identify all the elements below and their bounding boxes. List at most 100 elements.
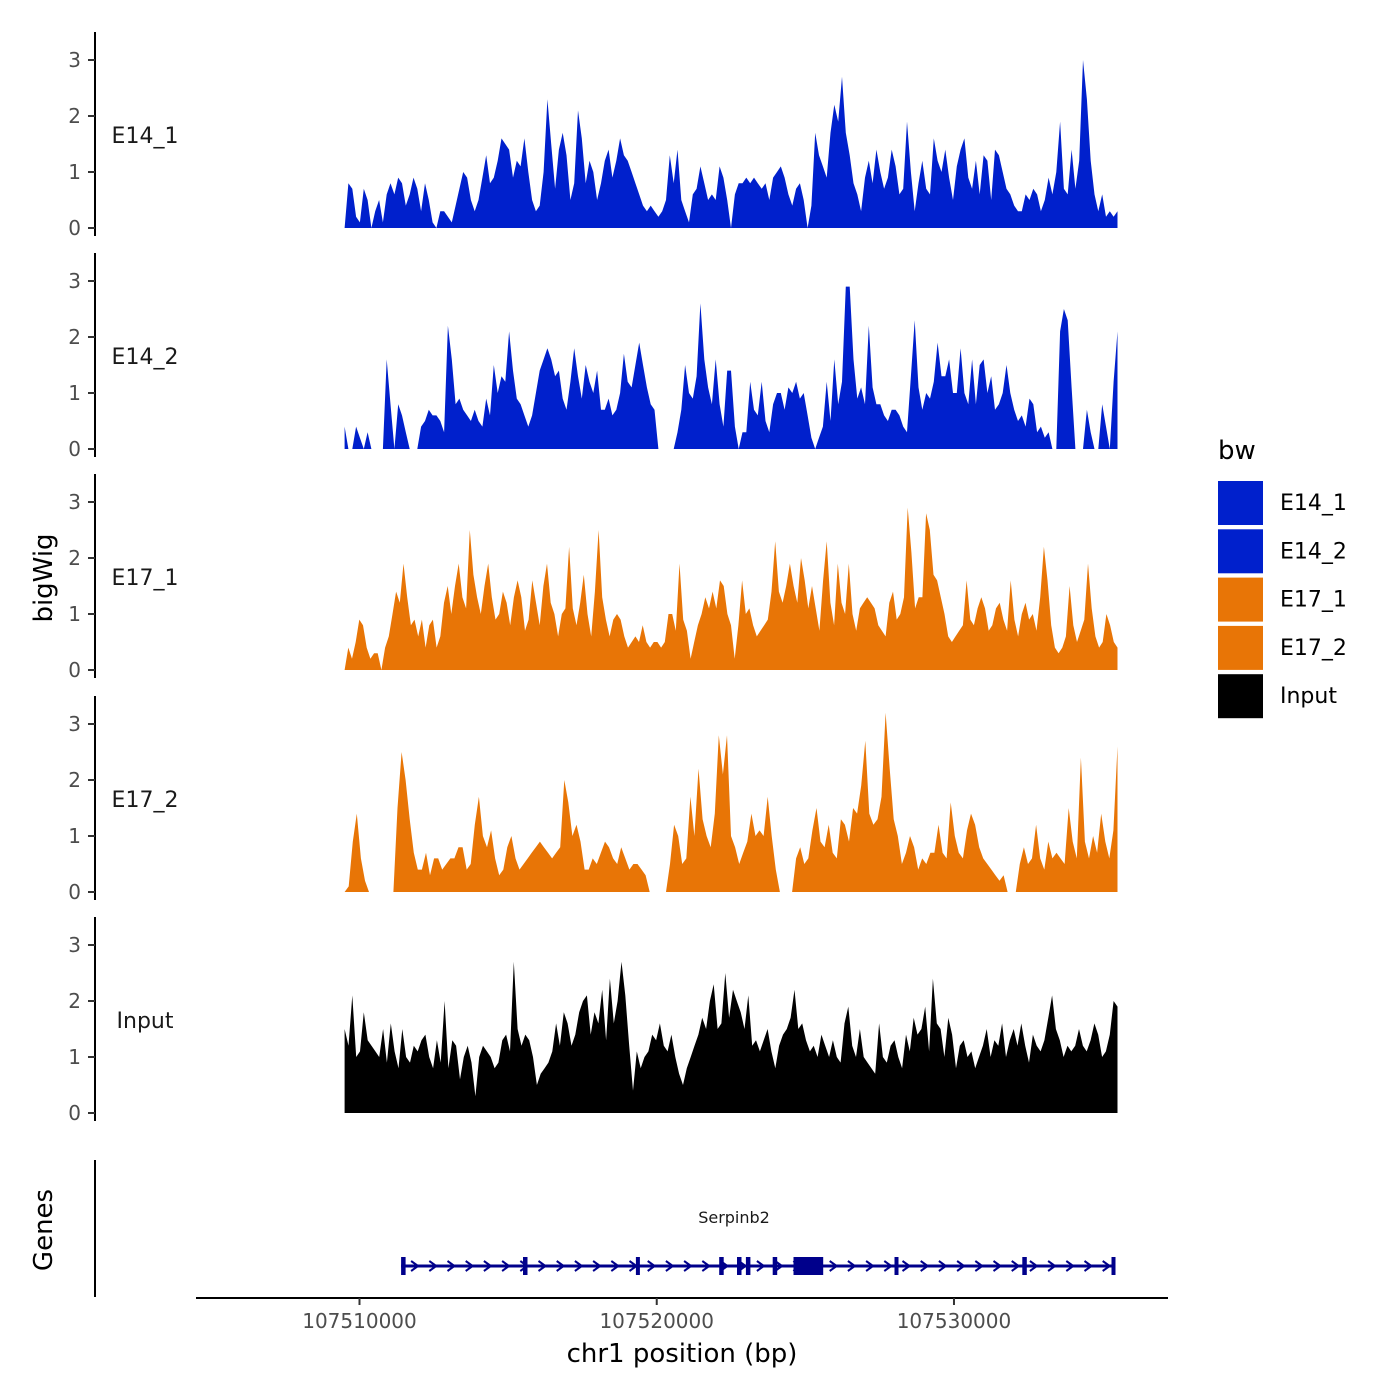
y-tick-label: 0	[68, 1101, 81, 1125]
legend-item-input: Input	[1218, 674, 1337, 719]
y-tick-label: 2	[68, 325, 81, 349]
legend-label: E14_2	[1280, 539, 1347, 564]
strand-arrow	[537, 1260, 548, 1272]
strand-arrow	[865, 1260, 875, 1272]
strand-arrow	[683, 1260, 693, 1272]
y-tick-label: 0	[68, 880, 81, 904]
genes-panel: Serpinb2	[94, 1160, 1116, 1297]
y-tick-label: 3	[68, 490, 81, 514]
strand-arrow	[956, 1260, 966, 1272]
legend-swatch	[1218, 481, 1263, 525]
signal-area	[344, 286, 1118, 449]
strand-arrow	[1047, 1260, 1057, 1272]
signal-area	[344, 507, 1118, 670]
legend-label: E17_2	[1280, 636, 1347, 661]
strand-arrow	[901, 1260, 912, 1272]
strand-arrow	[556, 1260, 566, 1272]
legend-item-e14-2: E14_2	[1218, 529, 1347, 574]
strand-arrow	[974, 1260, 985, 1272]
strand-arrow	[410, 1260, 420, 1272]
y-tick-label: 1	[68, 602, 81, 626]
track-e14-1: 0 1 2 3 E14_1	[68, 32, 1118, 240]
legend-item-e14-1: E14_1	[1218, 481, 1347, 525]
y-tick-label: 1	[68, 824, 81, 848]
legend-title: bw	[1218, 436, 1256, 466]
exon	[737, 1257, 742, 1275]
track-e17-2: 0 1 2 3 E17_2	[68, 696, 1118, 904]
strand-arrow	[1065, 1260, 1076, 1272]
strand-arrow	[920, 1260, 930, 1272]
strand-arrow	[465, 1260, 475, 1272]
y-axis-title: bigWig	[29, 533, 59, 622]
x-tick-label: 107510000	[302, 1309, 417, 1333]
exon	[894, 1257, 899, 1275]
exon	[1022, 1257, 1027, 1275]
strand-arrow	[1083, 1260, 1094, 1272]
track-label: Input	[117, 1009, 174, 1034]
exon	[772, 1257, 778, 1275]
track-input: 0 1 2 3 Input	[68, 917, 1118, 1125]
y-tick-label: 1	[68, 1045, 81, 1069]
legend-label: Input	[1280, 684, 1337, 709]
strand-arrow	[610, 1260, 621, 1272]
track-label: E17_1	[112, 566, 179, 591]
signal-tracks: 0 1 2 3 E14_1 0 1 2 3 E14_2 0 1 2 3 E17_1 0 1 2 3 E17_2 0 1 2 3…	[68, 32, 1118, 1125]
y-tick-label: 0	[68, 658, 81, 682]
strand-arrow	[938, 1260, 948, 1272]
strand-arrow	[501, 1260, 511, 1272]
legend-label: E17_1	[1280, 588, 1347, 613]
y-tick-label: 3	[68, 712, 81, 736]
legend-swatch	[1218, 674, 1263, 719]
y-tick-label: 2	[68, 104, 81, 128]
y-tick-label: 2	[68, 546, 81, 570]
x-axis-title: chr1 position (bp)	[567, 1339, 798, 1369]
strand-arrow	[574, 1260, 584, 1272]
track-label: E17_2	[112, 788, 179, 813]
genes-panel-title: Genes	[29, 1189, 59, 1271]
legend: bw E14_1 E14_2 E17_1 E17_2 Input	[1218, 436, 1347, 719]
x-tick-label: 107520000	[599, 1309, 714, 1333]
strand-arrow	[1011, 1260, 1021, 1272]
x-axis: 107510000 107520000 107530000	[196, 1297, 1168, 1333]
signal-area	[344, 60, 1118, 228]
x-tick-label: 107530000	[897, 1309, 1012, 1333]
exon	[719, 1257, 724, 1275]
strand-arrow	[774, 1260, 784, 1272]
strand-arrow	[883, 1260, 894, 1272]
y-tick-label: 3	[68, 933, 81, 957]
gene-model: Serpinb2	[401, 1208, 1116, 1275]
signal-area	[344, 961, 1118, 1113]
track-label: E14_2	[112, 345, 179, 370]
y-tick-label: 3	[68, 269, 81, 293]
strand-arrow	[665, 1260, 675, 1272]
y-tick-label: 0	[68, 437, 81, 461]
y-tick-label: 2	[68, 768, 81, 792]
strand-arrow	[592, 1260, 602, 1272]
legend-swatch	[1218, 625, 1263, 670]
y-tick-label: 3	[68, 48, 81, 72]
y-tick-label: 0	[68, 216, 81, 240]
exon	[1111, 1257, 1116, 1275]
gene-name-label: Serpinb2	[698, 1208, 770, 1227]
strand-arrow	[756, 1260, 766, 1272]
track-e17-1: 0 1 2 3 E17_1	[68, 474, 1118, 682]
strand-arrow	[829, 1260, 839, 1272]
signal-area	[344, 712, 1118, 892]
legend-swatch	[1218, 577, 1263, 622]
y-tick-label: 1	[68, 381, 81, 405]
strand-arrow	[483, 1260, 493, 1272]
strand-arrow	[847, 1260, 857, 1272]
exon	[401, 1257, 406, 1275]
strand-arrow	[992, 1260, 1003, 1272]
exon	[635, 1257, 640, 1275]
y-tick-label: 2	[68, 989, 81, 1013]
exon	[745, 1257, 751, 1275]
strand-arrow	[446, 1260, 457, 1272]
strand-arrow	[1029, 1260, 1039, 1272]
y-tick-label: 1	[68, 160, 81, 184]
strand-arrow	[701, 1260, 712, 1272]
track-label: E14_1	[112, 124, 179, 149]
track-e14-2: 0 1 2 3 E14_2	[68, 253, 1118, 461]
legend-item-e17-2: E17_2	[1218, 625, 1347, 670]
